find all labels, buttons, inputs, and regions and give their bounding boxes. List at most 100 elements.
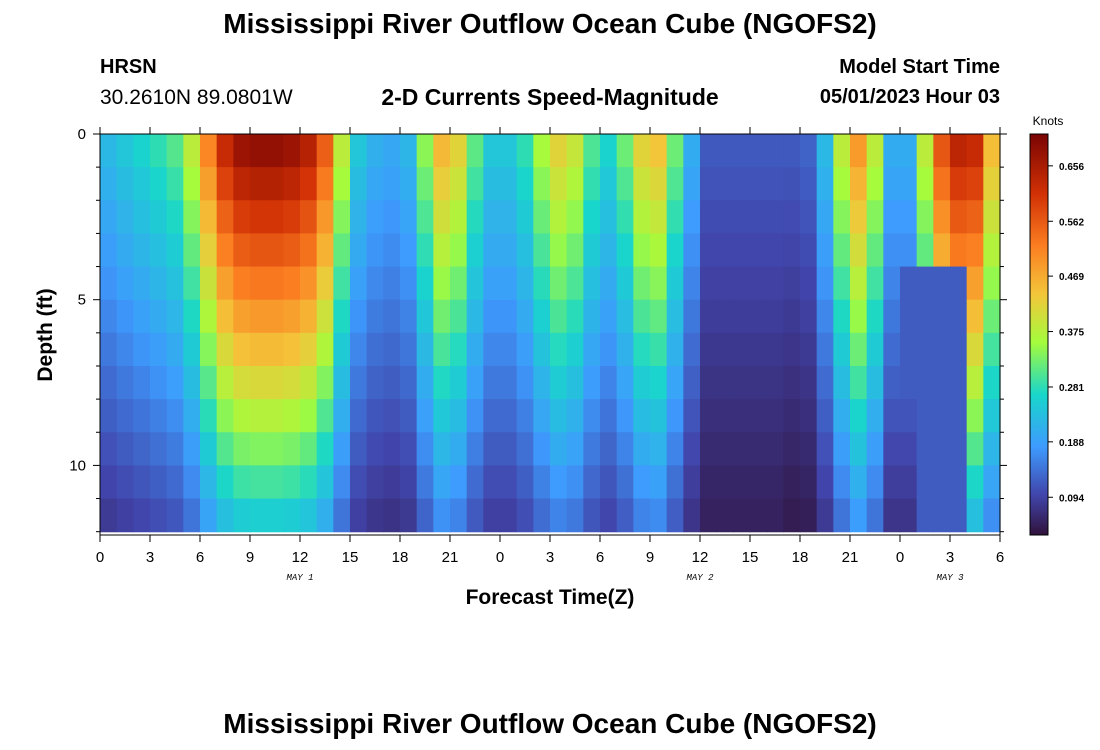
heatmap-cell: [516, 365, 534, 400]
heatmap-cell: [683, 200, 701, 235]
heatmap-cell: [833, 465, 851, 500]
heatmap-cell: [800, 167, 818, 201]
heatmap-cell: [633, 200, 651, 235]
heatmap-cell: [900, 200, 918, 235]
heatmap-cell: [916, 167, 934, 201]
heatmap-cell: [583, 498, 601, 533]
heatmap-cell: [600, 200, 618, 235]
heatmap-cell: [233, 134, 251, 168]
heatmap-cell: [816, 498, 834, 533]
heatmap-cell: [916, 498, 934, 533]
x-tick-label: 6: [596, 549, 604, 566]
heatmap-cell: [233, 167, 251, 201]
heatmap-cell: [416, 432, 434, 467]
x-tick-label: 0: [496, 549, 504, 566]
heatmap-cell: [766, 365, 784, 400]
heatmap-cell: [150, 299, 168, 334]
heatmap-cell: [366, 498, 384, 533]
heatmap-cell: [500, 167, 518, 201]
heatmap-cell: [516, 332, 534, 367]
heatmap-cell: [350, 465, 368, 500]
heatmap-cell: [283, 233, 301, 268]
heatmap-cell: [866, 365, 884, 400]
heatmap-cell: [116, 299, 134, 334]
heatmap-cell: [266, 200, 284, 235]
heatmap-cell: [183, 465, 201, 500]
heatmap-cell: [816, 200, 834, 235]
heatmap-cell: [300, 432, 318, 467]
heatmap-cell: [483, 299, 501, 334]
heatmap-cell: [516, 465, 534, 500]
heatmap-cell: [483, 134, 501, 168]
heatmap-cell: [833, 134, 851, 168]
heatmap-cell: [666, 134, 684, 168]
heatmap-cell: [516, 498, 534, 533]
heatmap-cell: [850, 399, 868, 433]
heatmap-cell: [133, 399, 151, 433]
heatmap-cell: [450, 399, 468, 433]
x-tick-label: 21: [842, 549, 859, 566]
heatmap-cell: [950, 266, 968, 301]
heatmap-cell: [183, 432, 201, 467]
heatmap-cell: [933, 266, 951, 301]
heatmap-cell: [833, 299, 851, 334]
heatmap-cell: [616, 134, 634, 168]
heatmap-cell: [533, 432, 551, 467]
heatmap-cell: [150, 432, 168, 467]
heatmap-cell: [683, 465, 701, 500]
heatmap-cell: [866, 399, 884, 433]
heatmap-cell: [366, 332, 384, 367]
heatmap-cell: [383, 332, 401, 367]
heatmap-cell: [366, 266, 384, 301]
heatmap-cell: [650, 432, 668, 467]
heatmap-cell: [566, 399, 584, 433]
heatmap-cell: [133, 233, 151, 268]
heatmap-cell: [300, 200, 318, 235]
colorbar-tick-label: 0.281: [1059, 383, 1084, 394]
heatmap-cell: [316, 167, 334, 201]
x-tick-label: 15: [742, 549, 759, 566]
heatmap-cell: [433, 365, 451, 400]
station-coordinates: 30.2610N 89.0801W: [100, 86, 293, 109]
heatmap-cell: [633, 167, 651, 201]
heatmap-cell: [850, 299, 868, 334]
heatmap-cell: [166, 498, 184, 533]
heatmap-cell: [933, 365, 951, 400]
heatmap-cell: [916, 233, 934, 268]
heatmap-cell: [633, 498, 651, 533]
heatmap-cell: [433, 233, 451, 268]
heatmap-cell: [650, 266, 668, 301]
heatmap-cell: [716, 332, 734, 367]
heatmap-cell: [300, 399, 318, 433]
heatmap-cell: [633, 266, 651, 301]
heatmap-cell: [583, 399, 601, 433]
heatmap-cell: [416, 200, 434, 235]
heatmap-cell: [350, 332, 368, 367]
heatmap-cell: [566, 134, 584, 168]
heatmap-cell: [416, 399, 434, 433]
heatmap-cell: [583, 200, 601, 235]
heatmap-cell: [950, 233, 968, 268]
heatmap-cell: [916, 332, 934, 367]
heatmap-cell: [816, 465, 834, 500]
heatmap-cell: [916, 365, 934, 400]
heatmap-cell: [183, 167, 201, 201]
heatmap-cell: [550, 299, 568, 334]
heatmap-cell: [700, 365, 718, 400]
heatmap-cell: [733, 299, 751, 334]
heatmap-cell: [716, 365, 734, 400]
heatmap-cell: [816, 399, 834, 433]
heatmap-cell: [150, 399, 168, 433]
heatmap-cell: [450, 365, 468, 400]
heatmap-cell: [300, 465, 318, 500]
x-tick-label: 12: [692, 549, 709, 566]
heatmap-cell: [866, 465, 884, 500]
heatmap-cell: [750, 266, 768, 301]
heatmap-cell: [116, 432, 134, 467]
heatmap-cell: [166, 332, 184, 367]
heatmap-cell: [600, 134, 618, 168]
heatmap-cell: [783, 465, 801, 500]
heatmap-cell: [933, 233, 951, 268]
heatmap-cell: [116, 134, 134, 168]
